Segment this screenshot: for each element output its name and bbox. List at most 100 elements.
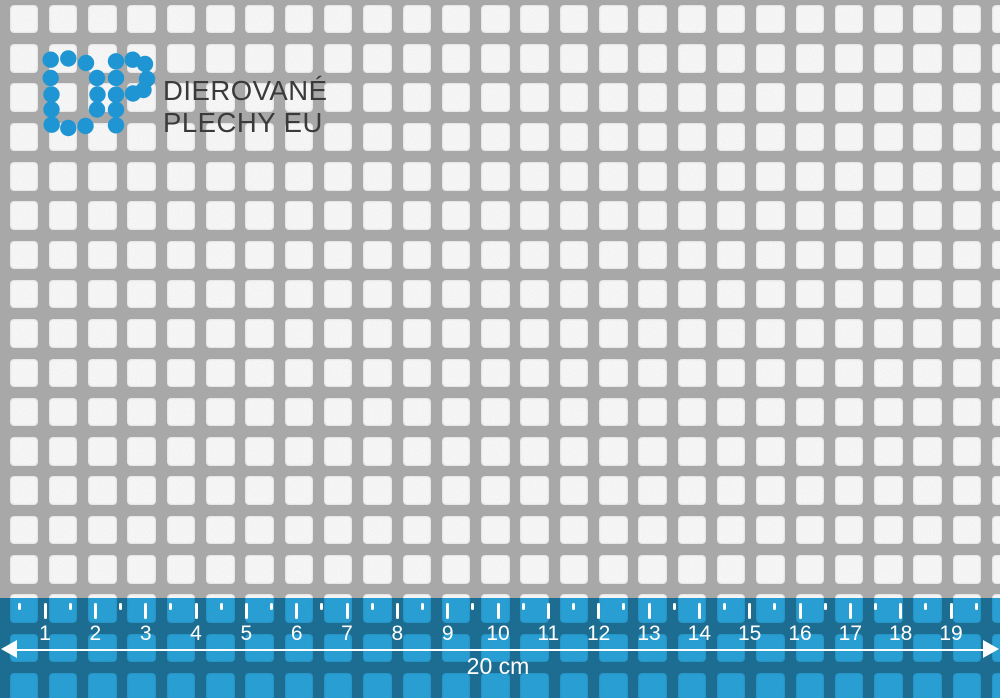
sheet-hole — [284, 162, 314, 191]
logo-dot — [124, 51, 141, 68]
sheet-hole — [834, 279, 864, 309]
sheet-hole — [599, 279, 628, 309]
sheet-hole — [9, 240, 39, 270]
logo-dot — [60, 50, 77, 67]
sheet-hole — [9, 83, 39, 112]
sheet-hole — [245, 437, 274, 466]
sheet-hole — [756, 4, 785, 34]
half-cm-tick — [169, 603, 173, 610]
ruler-cm-label: 14 — [687, 622, 711, 645]
sheet-hole — [913, 4, 942, 34]
sheet-hole — [245, 397, 274, 427]
half-cm-tick — [521, 603, 525, 610]
ruler-cm-label: 7 — [341, 622, 353, 645]
sheet-hole — [363, 240, 392, 270]
sheet-hole — [441, 397, 471, 427]
sheet-hole — [913, 397, 942, 427]
ruler-total-label: 20 cm — [466, 653, 530, 679]
sheet-hole — [323, 201, 353, 230]
ruler-cm-label: 4 — [190, 622, 202, 645]
sheet-hole — [638, 4, 667, 34]
sheet-hole — [520, 515, 549, 545]
sheet-hole — [9, 397, 39, 427]
sheet-hole — [520, 83, 549, 112]
sheet-hole — [952, 162, 982, 191]
sheet-hole — [323, 437, 353, 466]
ruler-cm-label: 17 — [838, 622, 862, 645]
sheet-hole — [441, 83, 471, 112]
sheet-hole — [795, 44, 825, 73]
sheet-hole — [206, 515, 235, 545]
sheet-hole — [48, 555, 78, 584]
sheet-hole — [206, 319, 235, 348]
sheet-hole — [520, 122, 549, 152]
arrow-right-icon — [983, 640, 999, 658]
sheet-hole — [874, 319, 903, 348]
sheet-hole — [992, 240, 1000, 270]
sheet-hole — [834, 240, 864, 270]
half-cm-tick — [18, 603, 22, 610]
sheet-hole — [952, 201, 982, 230]
sheet-hole — [559, 83, 589, 112]
sheet-hole — [206, 555, 235, 584]
sheet-hole — [520, 476, 549, 505]
sheet-hole — [9, 279, 39, 309]
half-cm-tick — [68, 603, 72, 610]
logo-dot — [43, 101, 60, 118]
logo-dot — [107, 86, 125, 103]
sheet-hole — [638, 122, 667, 152]
sheet-hole — [795, 83, 825, 112]
sheet-hole — [677, 201, 707, 230]
sheet-hole — [677, 122, 707, 152]
sheet-hole — [441, 319, 471, 348]
sheet-hole — [166, 279, 196, 309]
half-cm-tick — [471, 603, 475, 610]
sheet-hole — [599, 122, 628, 152]
sheet-hole — [520, 319, 549, 348]
cm-tick — [748, 603, 752, 619]
sheet-hole — [166, 397, 196, 427]
sheet-hole — [402, 240, 432, 270]
sheet-hole — [952, 122, 982, 152]
sheet-hole — [952, 240, 982, 270]
sheet-hole — [481, 201, 510, 230]
sheet-hole — [992, 4, 1000, 34]
sheet-hole — [88, 279, 117, 309]
logo-dot — [88, 101, 106, 118]
sheet-hole — [795, 476, 825, 505]
sheet-hole — [441, 279, 471, 309]
cm-tick — [295, 603, 299, 619]
sheet-hole — [48, 319, 78, 348]
sheet-hole — [284, 358, 314, 388]
sheet-hole — [834, 201, 864, 230]
sheet-hole — [874, 83, 903, 112]
logo-dot — [136, 55, 154, 73]
sheet-hole — [559, 397, 589, 427]
sheet-hole — [481, 397, 510, 427]
sheet-hole — [245, 358, 274, 388]
sheet-hole — [520, 4, 549, 34]
sheet-hole — [166, 437, 196, 466]
sheet-hole — [481, 240, 510, 270]
sheet-hole — [952, 83, 982, 112]
sheet-hole — [481, 515, 510, 545]
sheet-hole — [206, 397, 235, 427]
sheet-hole — [363, 201, 392, 230]
sheet-hole — [834, 476, 864, 505]
sheet-hole — [716, 319, 746, 348]
sheet-hole — [992, 397, 1000, 427]
sheet-hole — [441, 122, 471, 152]
sheet-hole — [284, 4, 314, 34]
sheet-hole — [206, 358, 235, 388]
sheet-hole — [913, 83, 942, 112]
sheet-hole — [441, 4, 471, 34]
sheet-hole — [441, 358, 471, 388]
cm-tick — [798, 603, 802, 619]
sheet-hole — [166, 44, 196, 73]
sheet-hole — [9, 162, 39, 191]
sheet-hole — [795, 279, 825, 309]
sheet-hole — [599, 201, 628, 230]
sheet-hole — [481, 83, 510, 112]
half-cm-tick — [572, 603, 575, 610]
sheet-hole — [638, 44, 667, 73]
